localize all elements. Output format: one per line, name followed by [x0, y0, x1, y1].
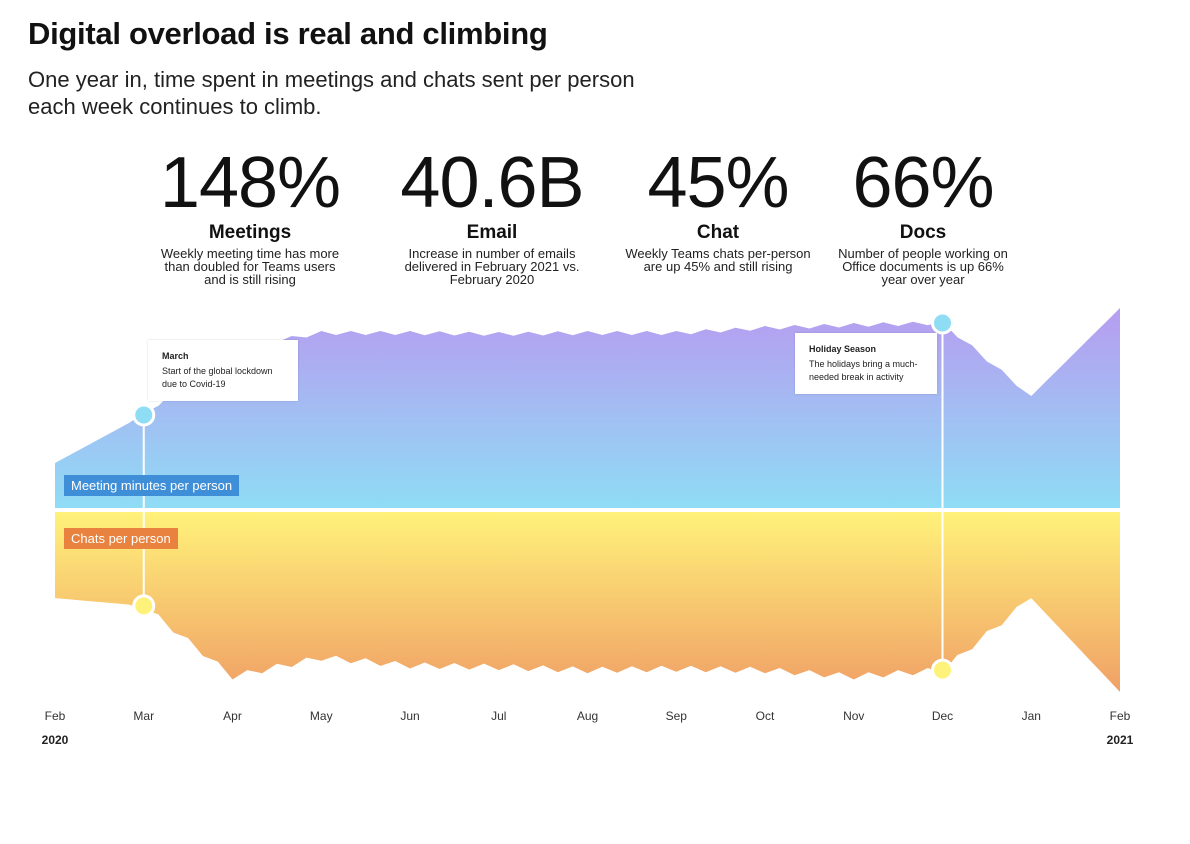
marker-dot-meeting — [931, 311, 954, 335]
x-tick-label: Jan — [1021, 709, 1041, 723]
x-tick-label: Mar — [133, 709, 155, 723]
x-tick-label: May — [309, 709, 333, 723]
stat-description: Weekly meeting time has more than double… — [160, 246, 340, 287]
year-label-end: 2021 — [1106, 733, 1134, 747]
callout-text: The holidays bring a much-needed break i… — [809, 359, 918, 382]
stat-label: Docs — [899, 222, 947, 243]
callout-title: March — [162, 351, 189, 361]
x-tick-label: Sep — [665, 709, 687, 723]
stat-value: 66% — [852, 143, 994, 223]
stat-description: Increase in number of emails delivered i… — [404, 246, 580, 287]
stat-docs: 66% Docs Number of people working on Off… — [813, 140, 1033, 286]
callout-title: Holiday Season — [809, 344, 877, 354]
x-tick-label: Feb — [1109, 709, 1131, 723]
year-label-start: 2020 — [41, 733, 69, 747]
x-tick-label: Jul — [491, 709, 507, 723]
page-subtitle: One year in, time spent in meetings and … — [28, 67, 635, 119]
marker-dot-meeting — [132, 403, 156, 427]
x-tick-label: Dec — [931, 709, 954, 723]
marker-dot-chat — [132, 594, 156, 618]
stat-value: 40.6B — [400, 143, 584, 223]
x-tick-label: Apr — [223, 709, 242, 723]
stats-row: 148% Meetings Weekly meeting time has mo… — [140, 140, 1040, 300]
x-tick-label: Aug — [576, 709, 599, 723]
marker-dot-chat — [931, 658, 954, 682]
stat-label: Meetings — [208, 222, 292, 243]
page-title: Digital overload is real and climbing — [28, 16, 548, 51]
x-tick-label: Oct — [755, 709, 775, 723]
stat-description: Number of people working on Office docum… — [838, 246, 1008, 287]
stat-value: 45% — [647, 143, 789, 223]
legend-meeting-minutes: Meeting minutes per person — [64, 475, 240, 496]
stat-label: Chat — [696, 222, 740, 243]
stat-value: 148% — [159, 143, 341, 223]
x-tick-label: Jun — [400, 709, 420, 723]
stat-description: Weekly Teams chats per-person are up 45%… — [625, 246, 811, 274]
legend-chats: Chats per person — [64, 528, 178, 549]
x-tick-label: Feb — [44, 709, 66, 723]
callout-holiday: Holiday Season The holidays bring a much… — [795, 333, 937, 394]
series-chats-area — [55, 512, 1120, 692]
callout-march: March Start of the global lockdown due t… — [148, 340, 298, 401]
stat-meetings: 148% Meetings Weekly meeting time has mo… — [140, 140, 360, 286]
callout-text: Start of the global lockdown due to Covi… — [162, 366, 273, 389]
stat-label: Email — [466, 222, 518, 243]
stat-email: 40.6B Email Increase in number of emails… — [382, 140, 602, 286]
stat-chat: 45% Chat Weekly Teams chats per-person a… — [608, 140, 828, 273]
x-tick-label: Nov — [843, 709, 865, 723]
